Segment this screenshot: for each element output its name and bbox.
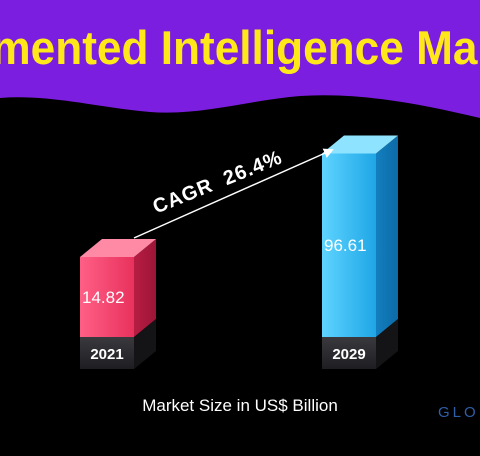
bar-front-2021 (80, 257, 134, 337)
bar-side-2021 (134, 239, 156, 337)
x-axis-label: Market Size in US$ Billion (142, 396, 338, 415)
bar-top-2021 (80, 239, 156, 257)
bar-value-label-2029: 96.61 (324, 236, 367, 255)
bar-front-2029 (322, 153, 376, 337)
page-title: mented Intelligence Ma (0, 21, 478, 74)
x-tick-label-2029: 2029 (332, 346, 365, 363)
x-tick-label-2021: 2021 (90, 346, 123, 363)
cagr-arrow (133, 148, 334, 239)
bar-base-side-2021 (134, 319, 156, 369)
bar-2029: 96.61 2029 (322, 135, 398, 369)
bar-value-label-2021: 14.82 (82, 288, 125, 307)
bar-base-front-2021 (80, 337, 134, 369)
bar-2021: 14.82 2021 (80, 239, 156, 369)
bar-top-2029 (322, 135, 398, 154)
cagr-annotation: CAGR 26.4% (150, 146, 286, 218)
bar-base-front-2029 (322, 337, 376, 369)
bar-base-side-2029 (376, 319, 398, 369)
bar-side-2029 (376, 135, 398, 337)
title-banner (0, 0, 480, 118)
brand-logo-text: GLO (438, 404, 479, 421)
